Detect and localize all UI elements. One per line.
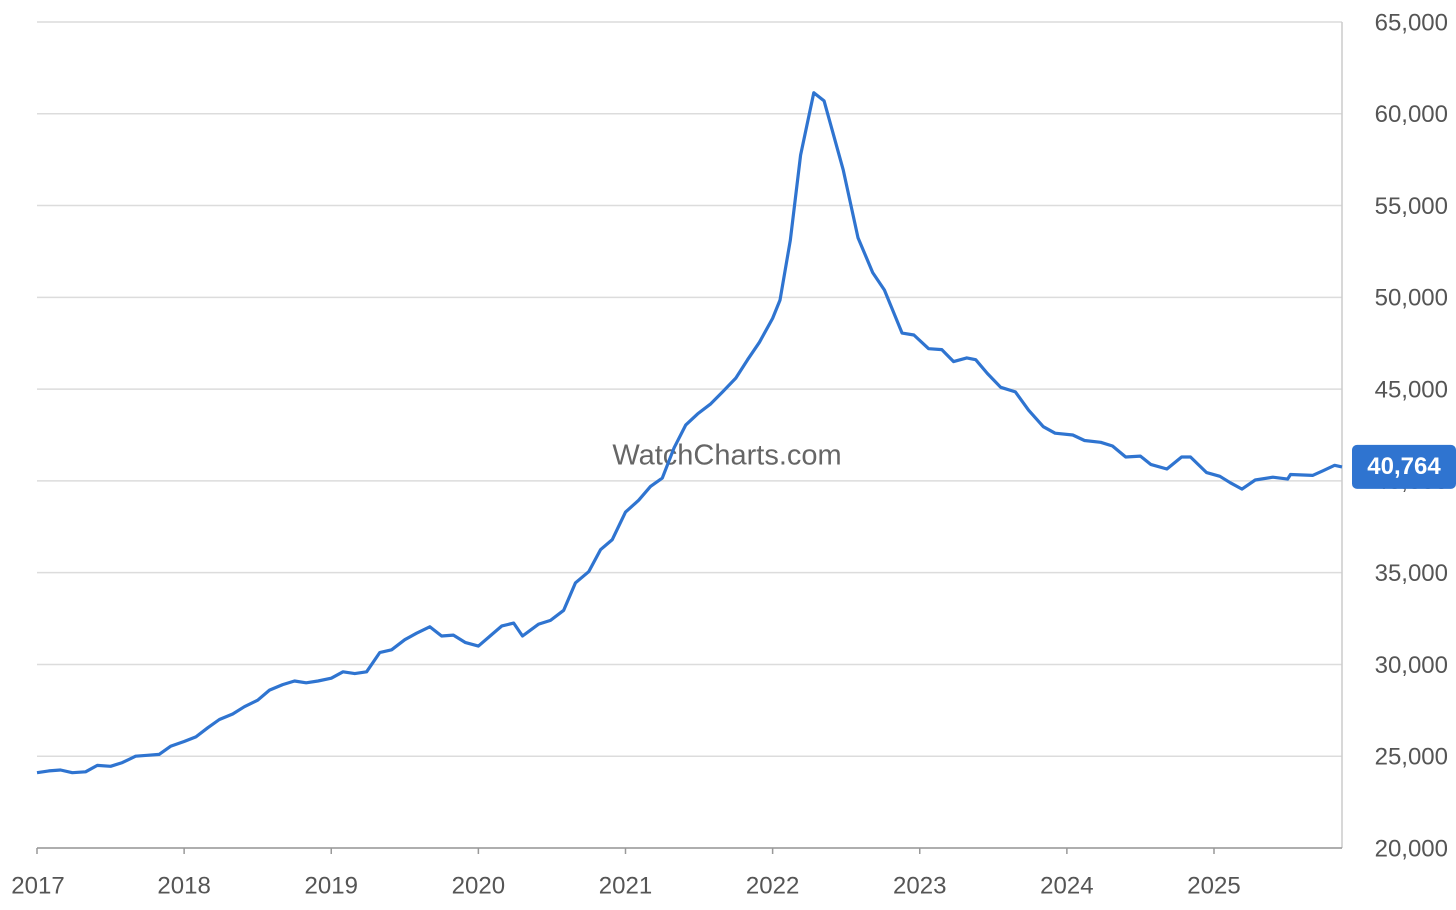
y-tick-label: 55,000 <box>1375 193 1448 220</box>
x-tick-label: 2022 <box>746 872 799 899</box>
y-tick-label: 45,000 <box>1375 376 1448 403</box>
x-tick-label: 2023 <box>893 872 946 899</box>
x-tick-label: 2018 <box>157 872 210 899</box>
y-tick-label: 30,000 <box>1375 652 1448 679</box>
last-value-box <box>1352 444 1456 489</box>
x-tick-label: 2017 <box>11 872 64 899</box>
y-tick-label: 60,000 <box>1375 101 1448 128</box>
y-tick-label: 25,000 <box>1375 744 1448 771</box>
watermark: WatchCharts.com <box>612 440 841 472</box>
price-line <box>36 91 1343 775</box>
x-tick-label: 2021 <box>599 872 652 899</box>
grid <box>37 21 1342 849</box>
y-tick-label: 20,000 <box>1375 835 1448 862</box>
y-tick-label: 35,000 <box>1375 560 1448 587</box>
x-tick-label: 2019 <box>305 872 358 899</box>
x-tick-label: 2024 <box>1040 872 1093 899</box>
y-tick-label: 65,000 <box>1375 9 1448 36</box>
y-tick-label: 50,000 <box>1375 285 1448 312</box>
x-tick-label: 2025 <box>1187 872 1240 899</box>
x-tick-label: 2020 <box>452 872 505 899</box>
last-value-label: 40,764 <box>1367 453 1441 480</box>
